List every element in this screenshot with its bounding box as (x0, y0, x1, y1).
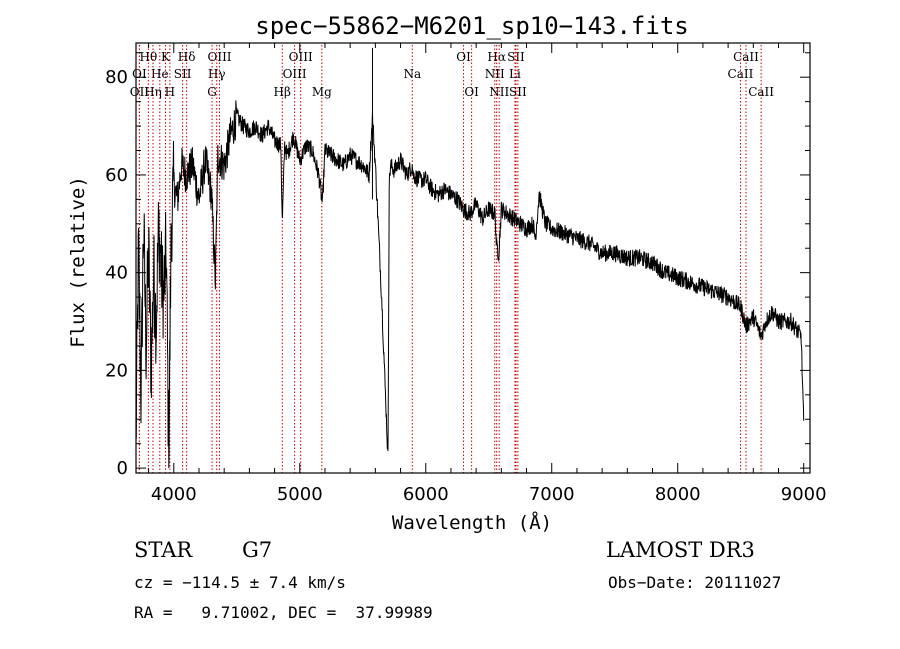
y-tick-label: 0 (117, 458, 128, 479)
spectral-line-label: SII (174, 67, 192, 81)
spectral-line-label: OIII (207, 50, 231, 64)
spectral-line-label: K (161, 50, 171, 64)
x-tick-label: 4000 (151, 484, 197, 505)
spectral-line-label: OI (456, 50, 471, 64)
y-tick-label: 40 (105, 263, 128, 284)
y-tick-label: 60 (105, 165, 128, 186)
spectral-line-label: SII (509, 85, 527, 99)
spectral-line-label: OIII (283, 67, 307, 81)
spectral-line-label: Mg (312, 85, 332, 99)
spectral-line-label: CaII (733, 50, 759, 64)
spectral-line-label: Li (509, 67, 521, 81)
spectral-line-label: NII (489, 85, 509, 99)
spectral-line-label: Hα (487, 50, 506, 64)
spectrum-series (135, 47, 805, 469)
survey-name: LAMOST DR3 (606, 538, 755, 562)
y-axis-label: Flux (relative) (67, 176, 89, 348)
spectral-line-label: CaII (748, 85, 774, 99)
spectral-line-label: SII (507, 50, 525, 64)
spectral-line-label: G (207, 85, 217, 99)
object-class: STAR (134, 538, 193, 562)
x-tick-label: 7000 (529, 484, 575, 505)
spectral-line-label: NII (485, 67, 505, 81)
observation-date: Obs−Date: 20111027 (608, 573, 782, 592)
spectral-line-label: Na (403, 67, 421, 81)
spectral-line-label: Hγ (208, 67, 226, 81)
x-tick-label: 6000 (403, 484, 449, 505)
y-tick-label: 80 (105, 67, 128, 88)
spectral-line-label: H (165, 85, 175, 99)
x-axis-label: Wavelength (Å) (392, 511, 552, 534)
y-tick-label: 20 (105, 360, 128, 381)
object-subclass: G7 (242, 538, 273, 562)
flux-trace (135, 100, 805, 469)
spectral-line-label: OI (464, 85, 479, 99)
spectral-line-label: OII (130, 85, 150, 99)
ra-dec: RA = 9.71002, DEC = 37.99989 (134, 603, 433, 622)
spectral-line-label: CaII (728, 67, 754, 81)
x-tick-label: 5000 (277, 484, 323, 505)
spectral-line-label: He (151, 67, 169, 81)
x-tick-label: 8000 (655, 484, 701, 505)
spectral-line-label: Hδ (178, 50, 196, 64)
redshift-cz: cz = −114.5 ± 7.4 km/s (134, 573, 346, 592)
spectral-line-label: OIII (289, 50, 313, 64)
spectral-line-label: Hβ (274, 85, 291, 99)
spectral-line-label: Hη (144, 85, 162, 99)
plot-frame (135, 42, 811, 474)
axis-ticks: 4000 5000 6000 7000 8000 9000 0 20 40 60 80 (105, 43, 827, 505)
chart-title: spec−55862−M6201_sp10−143.fits (255, 12, 688, 40)
spectral-line-label: Hθ (139, 50, 157, 64)
x-tick-label: 9000 (781, 484, 827, 505)
